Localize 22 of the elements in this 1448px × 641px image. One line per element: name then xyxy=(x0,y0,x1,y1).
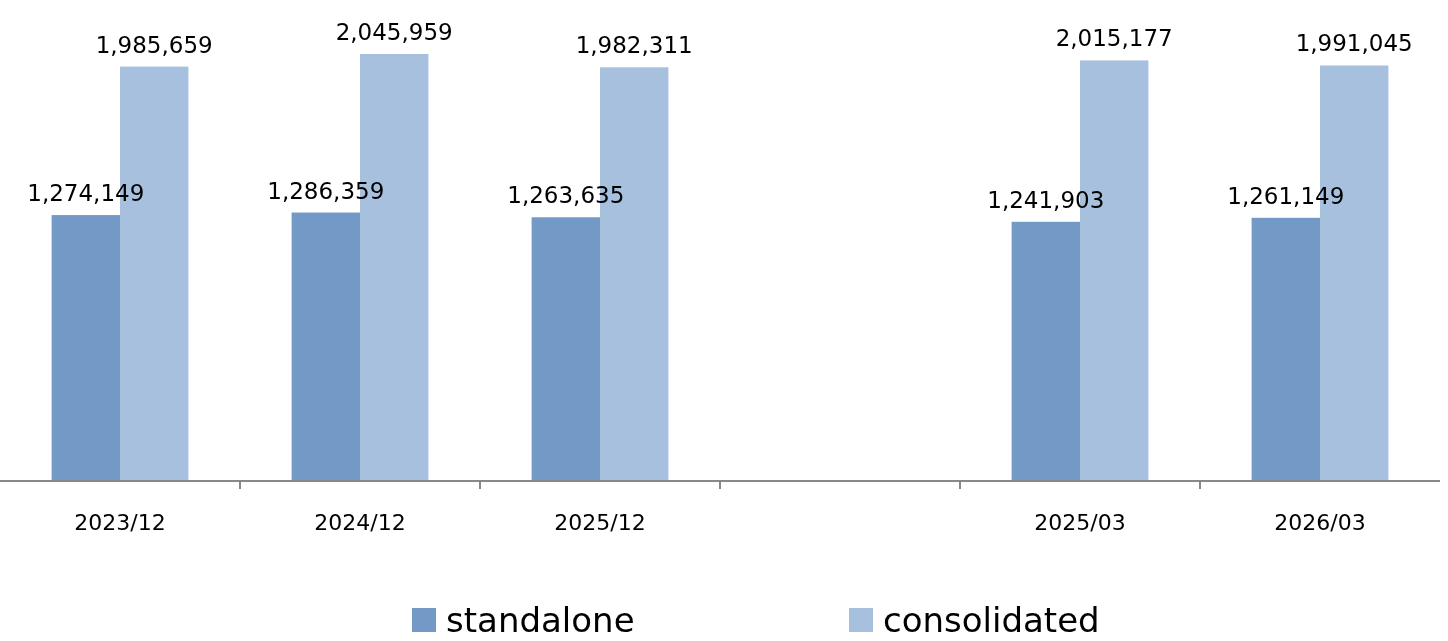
bar xyxy=(291,212,360,481)
bar xyxy=(51,215,120,481)
bar xyxy=(531,217,600,481)
x-tick-label: 2025/03 xyxy=(1034,510,1126,535)
bar xyxy=(1251,217,1320,481)
legend-label: standalone xyxy=(446,600,635,640)
data-label: 2,045,959 xyxy=(335,19,453,45)
bar xyxy=(1011,221,1080,481)
data-label: 1,241,903 xyxy=(987,186,1105,213)
x-tick-label: 2025/12 xyxy=(554,510,646,535)
x-tick-label: 2023/12 xyxy=(74,510,166,535)
data-label: 1,982,311 xyxy=(575,32,693,59)
data-label: 2,015,177 xyxy=(1055,25,1173,52)
data-label: 1,274,149 xyxy=(27,180,145,207)
data-label: 1,261,149 xyxy=(1227,182,1345,209)
data-label: 1,286,359 xyxy=(267,177,385,204)
legend-label: consolidated xyxy=(883,600,1100,640)
data-label: 1,985,659 xyxy=(95,31,213,58)
data-label: 1,991,045 xyxy=(1295,30,1413,57)
x-tick-label: 2026/03 xyxy=(1274,510,1366,535)
data-label: 1,263,635 xyxy=(507,182,625,209)
x-tick-label: 2024/12 xyxy=(314,510,406,535)
